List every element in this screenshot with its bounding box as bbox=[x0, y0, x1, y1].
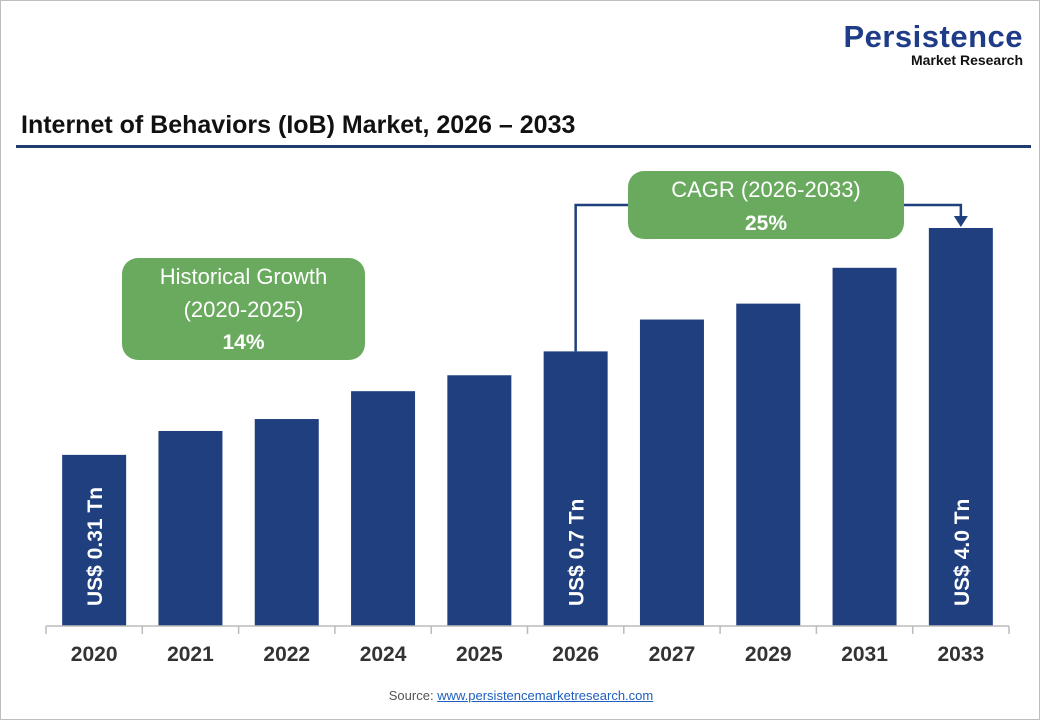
bar-2022 bbox=[254, 419, 319, 626]
title-divider bbox=[16, 145, 1031, 148]
callout-text: 14% bbox=[222, 331, 264, 354]
source-link[interactable]: www.persistencemarketresearch.com bbox=[437, 688, 654, 703]
callout-box-2 bbox=[628, 171, 904, 239]
logo-line2: Market Research bbox=[910, 52, 1023, 68]
bar-2027 bbox=[639, 319, 704, 626]
bar-2029 bbox=[736, 303, 801, 626]
x-tick-label-2020: 2020 bbox=[71, 643, 118, 666]
bar-2020 bbox=[62, 454, 127, 626]
x-tick-label-2027: 2027 bbox=[649, 643, 696, 666]
callout-text: (2020-2025) bbox=[184, 297, 304, 322]
x-tick-label-2033: 2033 bbox=[937, 643, 984, 666]
bar-2024 bbox=[351, 391, 416, 626]
bar-2026 bbox=[543, 351, 608, 626]
x-tick-label-2029: 2029 bbox=[745, 643, 792, 666]
logo: Persistence Market Research bbox=[843, 19, 1023, 68]
x-tick-label-2024: 2024 bbox=[360, 643, 407, 666]
callout-text: 25% bbox=[745, 212, 787, 235]
data-label-2020: US$ 0.31 Tn bbox=[84, 487, 107, 606]
x-tick-label-2031: 2031 bbox=[841, 643, 888, 666]
x-tick-label-2025: 2025 bbox=[456, 643, 503, 666]
callout-text: CAGR (2026-2033) bbox=[671, 177, 861, 202]
bar-2021 bbox=[158, 430, 223, 626]
logo-line1: Persistence bbox=[843, 19, 1023, 54]
bar-2033 bbox=[928, 228, 993, 626]
source-label: Source: bbox=[388, 688, 434, 703]
x-tick-label-2021: 2021 bbox=[167, 643, 214, 666]
data-label-2026: US$ 0.7 Tn bbox=[566, 499, 589, 606]
arrow-head-icon bbox=[953, 216, 968, 227]
callout-text: Historical Growth bbox=[160, 264, 327, 289]
bar-2031 bbox=[832, 267, 897, 626]
source-note: Source: www.persistencemarketresearch.co… bbox=[1, 688, 1039, 703]
x-tick-label-2026: 2026 bbox=[552, 643, 599, 666]
x-tick-label-2022: 2022 bbox=[263, 643, 310, 666]
bar-2025 bbox=[447, 375, 512, 626]
callout-box-1 bbox=[122, 258, 365, 360]
data-label-2033: US$ 4.0 Tn bbox=[951, 499, 974, 606]
chart-title: Internet of Behaviors (IoB) Market, 2026… bbox=[21, 111, 576, 139]
